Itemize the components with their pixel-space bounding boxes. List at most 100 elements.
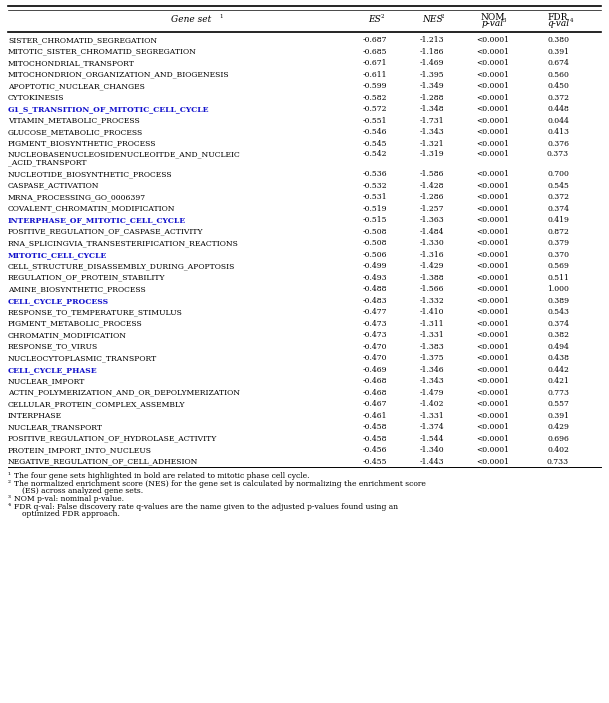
Text: G1_S_TRANSITION_OF_MITOTIC_CELL_CYCLE: G1_S_TRANSITION_OF_MITOTIC_CELL_CYCLE bbox=[8, 105, 209, 113]
Text: <0.0001: <0.0001 bbox=[476, 434, 510, 443]
Text: -1.383: -1.383 bbox=[420, 342, 445, 351]
Text: -0.468: -0.468 bbox=[363, 389, 387, 396]
Text: -0.531: -0.531 bbox=[363, 193, 387, 201]
Text: <0.0001: <0.0001 bbox=[476, 331, 510, 339]
Text: NUCLEOTIDE_BIOSYNTHETIC_PROCESS: NUCLEOTIDE_BIOSYNTHETIC_PROCESS bbox=[8, 170, 172, 178]
Text: -1.319: -1.319 bbox=[420, 150, 445, 158]
Text: NUCLEAR_IMPORT: NUCLEAR_IMPORT bbox=[8, 378, 85, 385]
Text: <0.0001: <0.0001 bbox=[476, 71, 510, 79]
Text: -1.395: -1.395 bbox=[420, 71, 445, 79]
Text: -0.473: -0.473 bbox=[363, 331, 387, 339]
Text: -0.611: -0.611 bbox=[363, 71, 387, 79]
Text: -1.316: -1.316 bbox=[420, 251, 445, 259]
Text: -0.685: -0.685 bbox=[363, 48, 387, 56]
Text: -1.331: -1.331 bbox=[420, 331, 445, 339]
Text: -1.321: -1.321 bbox=[420, 140, 445, 148]
Text: 0.391: 0.391 bbox=[547, 48, 569, 56]
Text: REGULATION_OF_PROTEIN_STABILITY: REGULATION_OF_PROTEIN_STABILITY bbox=[8, 273, 166, 282]
Text: <0.0001: <0.0001 bbox=[476, 59, 510, 67]
Text: -0.458: -0.458 bbox=[363, 423, 387, 431]
Text: <0.0001: <0.0001 bbox=[476, 140, 510, 148]
Text: <0.0001: <0.0001 bbox=[476, 217, 510, 224]
Text: -1.375: -1.375 bbox=[420, 354, 445, 362]
Text: -1.469: -1.469 bbox=[420, 59, 444, 67]
Text: The normalized enrichment score (NES) for the gene set is calculated by normaliz: The normalized enrichment score (NES) fo… bbox=[14, 480, 426, 488]
Text: -1.731: -1.731 bbox=[420, 117, 445, 124]
Text: -0.687: -0.687 bbox=[363, 36, 387, 44]
Text: MRNA_PROCESSING_GO_0006397: MRNA_PROCESSING_GO_0006397 bbox=[8, 193, 146, 201]
Text: MITOTIC_SISTER_CHROMATID_SEGREGATION: MITOTIC_SISTER_CHROMATID_SEGREGATION bbox=[8, 48, 197, 56]
Text: ³: ³ bbox=[8, 495, 11, 503]
Text: <0.0001: <0.0001 bbox=[476, 285, 510, 293]
Text: 0.374: 0.374 bbox=[547, 205, 569, 213]
Text: -1.363: -1.363 bbox=[420, 217, 445, 224]
Text: <0.0001: <0.0001 bbox=[476, 228, 510, 236]
Text: NOM: NOM bbox=[481, 13, 505, 22]
Text: MITOCHONDRION_ORGANIZATION_AND_BIOGENESIS: MITOCHONDRION_ORGANIZATION_AND_BIOGENESI… bbox=[8, 71, 230, 79]
Text: -0.532: -0.532 bbox=[363, 181, 387, 190]
Text: -0.515: -0.515 bbox=[363, 217, 387, 224]
Text: -1.332: -1.332 bbox=[420, 297, 445, 304]
Text: PROTEIN_IMPORT_INTO_NUCLEUS: PROTEIN_IMPORT_INTO_NUCLEUS bbox=[8, 446, 152, 454]
Text: 0.557: 0.557 bbox=[547, 400, 569, 408]
Text: 0.560: 0.560 bbox=[547, 71, 569, 79]
Text: 1.000: 1.000 bbox=[547, 285, 569, 293]
Text: 0.402: 0.402 bbox=[547, 446, 569, 454]
Text: 0.419: 0.419 bbox=[547, 217, 569, 224]
Text: VITAMIN_METABOLIC_PROCESS: VITAMIN_METABOLIC_PROCESS bbox=[8, 117, 139, 124]
Text: INTERPHASE_OF_MITOTIC_CELL_CYCLE: INTERPHASE_OF_MITOTIC_CELL_CYCLE bbox=[8, 217, 186, 224]
Text: -0.467: -0.467 bbox=[363, 400, 387, 408]
Text: 0.511: 0.511 bbox=[547, 273, 569, 282]
Text: -1.257: -1.257 bbox=[420, 205, 444, 213]
Text: -1.186: -1.186 bbox=[420, 48, 444, 56]
Text: 2: 2 bbox=[441, 14, 445, 19]
Text: <0.0001: <0.0001 bbox=[476, 389, 510, 396]
Text: -0.542: -0.542 bbox=[363, 150, 387, 158]
Text: FDR: FDR bbox=[548, 13, 568, 22]
Text: CELL_CYCLE_PHASE: CELL_CYCLE_PHASE bbox=[8, 366, 97, 374]
Text: 0.382: 0.382 bbox=[547, 331, 569, 339]
Text: -1.428: -1.428 bbox=[420, 181, 444, 190]
Text: 0.372: 0.372 bbox=[547, 193, 569, 201]
Text: <0.0001: <0.0001 bbox=[476, 239, 510, 247]
Text: RNA_SPLICINGVIA_TRANSESTERIFICATION_REACTIONS: RNA_SPLICINGVIA_TRANSESTERIFICATION_REAC… bbox=[8, 239, 239, 247]
Text: 0.421: 0.421 bbox=[547, 378, 569, 385]
Text: RESPONSE_TO_TEMPERATURE_STIMULUS: RESPONSE_TO_TEMPERATURE_STIMULUS bbox=[8, 308, 183, 316]
Text: NUCLEAR_TRANSPORT: NUCLEAR_TRANSPORT bbox=[8, 423, 103, 431]
Text: SISTER_CHROMATID_SEGREGATION: SISTER_CHROMATID_SEGREGATION bbox=[8, 36, 157, 44]
Text: -0.470: -0.470 bbox=[363, 342, 387, 351]
Text: 0.372: 0.372 bbox=[547, 93, 569, 102]
Text: POSITIVE_REGULATION_OF_HYDROLASE_ACTIVITY: POSITIVE_REGULATION_OF_HYDROLASE_ACTIVIT… bbox=[8, 434, 217, 443]
Text: <0.0001: <0.0001 bbox=[476, 105, 510, 113]
Text: <0.0001: <0.0001 bbox=[476, 170, 510, 178]
Text: RESPONSE_TO_VIRUS: RESPONSE_TO_VIRUS bbox=[8, 342, 98, 351]
Text: -1.343: -1.343 bbox=[420, 378, 445, 385]
Text: ACTIN_POLYMERIZATION_AND_OR_DEPOLYMERIZATION: ACTIN_POLYMERIZATION_AND_OR_DEPOLYMERIZA… bbox=[8, 389, 240, 396]
Text: CASPASE_ACTIVATION: CASPASE_ACTIVATION bbox=[8, 181, 99, 190]
Text: -0.477: -0.477 bbox=[363, 308, 387, 316]
Text: 0.389: 0.389 bbox=[547, 297, 569, 304]
Text: -0.461: -0.461 bbox=[363, 412, 387, 420]
Text: NEGATIVE_REGULATION_OF_CELL_ADHESION: NEGATIVE_REGULATION_OF_CELL_ADHESION bbox=[8, 458, 199, 465]
Text: -0.483: -0.483 bbox=[363, 297, 387, 304]
Text: -0.456: -0.456 bbox=[363, 446, 387, 454]
Text: PIGMENT_BIOSYNTHETIC_PROCESS: PIGMENT_BIOSYNTHETIC_PROCESS bbox=[8, 140, 157, 148]
Text: -1.484: -1.484 bbox=[420, 228, 444, 236]
Text: CHROMATIN_MODIFICATION: CHROMATIN_MODIFICATION bbox=[8, 331, 127, 339]
Text: 0.413: 0.413 bbox=[547, 128, 569, 136]
Text: GLUCOSE_METABOLIC_PROCESS: GLUCOSE_METABOLIC_PROCESS bbox=[8, 128, 143, 136]
Text: -0.493: -0.493 bbox=[363, 273, 387, 282]
Text: NUCLEOCYTOPLASMIC_TRANSPORT: NUCLEOCYTOPLASMIC_TRANSPORT bbox=[8, 354, 157, 362]
Text: CELL_STRUCTURE_DISASSEMBLY_DURING_APOPTOSIS: CELL_STRUCTURE_DISASSEMBLY_DURING_APOPTO… bbox=[8, 262, 235, 270]
Text: 0.448: 0.448 bbox=[547, 105, 569, 113]
Text: -1.348: -1.348 bbox=[420, 105, 445, 113]
Text: The four gene sets highlighted in bold are related to mitotic phase cell cycle.: The four gene sets highlighted in bold a… bbox=[14, 472, 309, 480]
Text: 0.674: 0.674 bbox=[547, 59, 569, 67]
Text: -0.546: -0.546 bbox=[363, 128, 387, 136]
Text: MITOCHONDRIAL_TRANSPORT: MITOCHONDRIAL_TRANSPORT bbox=[8, 59, 135, 67]
Text: q-val: q-val bbox=[547, 20, 569, 29]
Text: APOPTOTIC_NUCLEAR_CHANGES: APOPTOTIC_NUCLEAR_CHANGES bbox=[8, 82, 145, 90]
Text: <0.0001: <0.0001 bbox=[476, 400, 510, 408]
Text: <0.0001: <0.0001 bbox=[476, 320, 510, 328]
Text: 0.872: 0.872 bbox=[547, 228, 569, 236]
